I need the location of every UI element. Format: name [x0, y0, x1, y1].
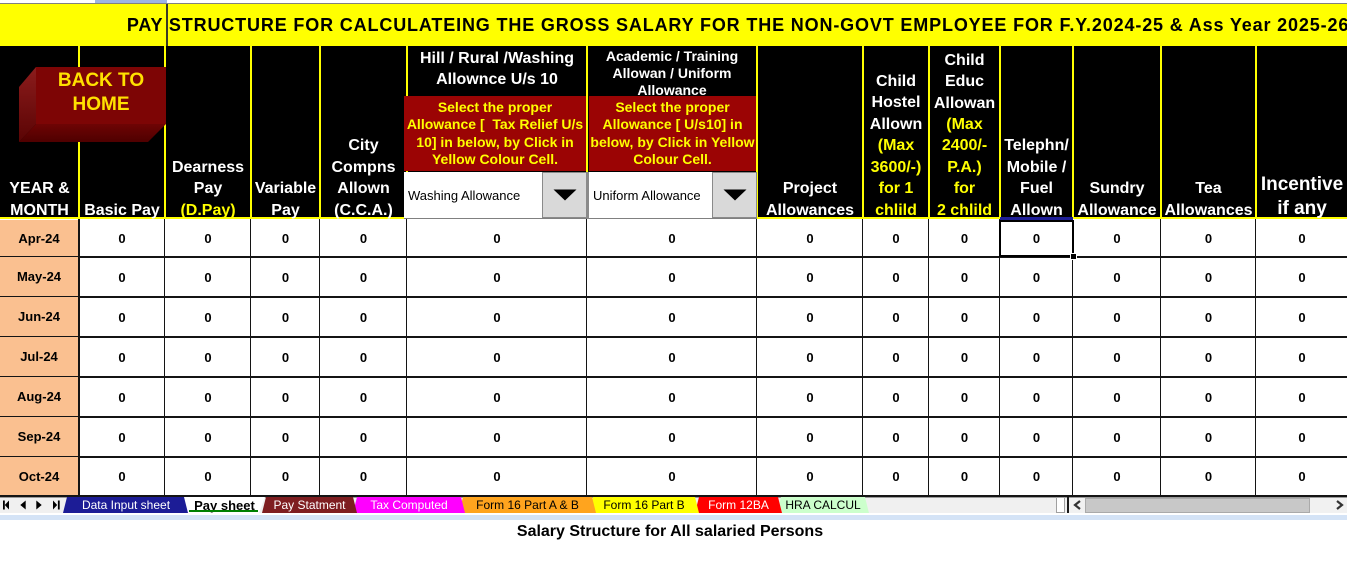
svg-text:BACK TO: BACK TO: [58, 70, 144, 91]
svg-text:HOME: HOME: [73, 94, 130, 115]
